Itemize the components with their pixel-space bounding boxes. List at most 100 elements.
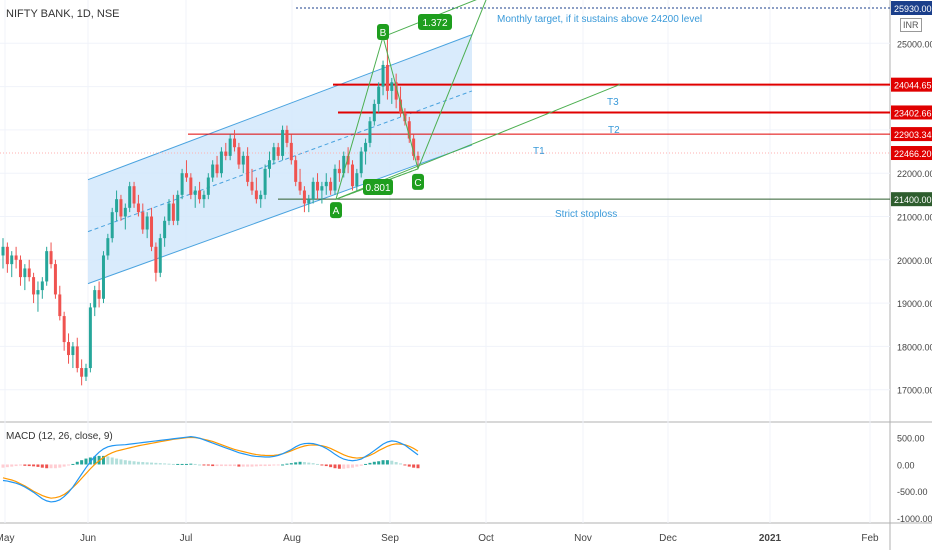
- candle: [32, 272, 36, 304]
- macd-histogram-bar: [67, 464, 71, 466]
- candle: [333, 164, 337, 195]
- candle: [385, 38, 389, 100]
- candle: [355, 168, 359, 191]
- candle: [18, 255, 22, 286]
- candle-body: [18, 259, 22, 278]
- macd-histogram-bar: [307, 462, 311, 465]
- candle-body: [215, 164, 219, 174]
- candle: [377, 82, 381, 113]
- point-b-badge: B: [377, 24, 389, 40]
- candle-body: [211, 164, 215, 178]
- channel: [87, 34, 473, 285]
- candle-body: [23, 268, 27, 278]
- candle: [346, 147, 350, 174]
- macd-histogram-bar: [18, 464, 22, 466]
- candle-body: [93, 290, 97, 308]
- candle-body: [75, 346, 79, 369]
- price-label-bg: [891, 146, 932, 161]
- point-b-badge-text: B: [380, 28, 387, 39]
- candle: [141, 203, 145, 234]
- candle-body: [80, 368, 84, 377]
- macd-histogram-bar: [202, 464, 206, 466]
- candle: [372, 99, 376, 126]
- candle: [71, 342, 75, 369]
- point-c-badge-text: C: [414, 178, 421, 189]
- macd-histogram-bar: [193, 463, 197, 465]
- candle-body: [224, 151, 228, 156]
- candle: [150, 207, 154, 252]
- candle: [23, 264, 27, 291]
- channel-mid: [87, 90, 473, 233]
- macd-histogram-bar: [184, 463, 188, 465]
- candle-body: [106, 238, 110, 256]
- candle-body: [158, 238, 162, 273]
- macd-histogram-bar: [141, 462, 145, 465]
- channel-lower: [87, 144, 473, 285]
- candle-body: [285, 129, 289, 143]
- signal-line: [2, 436, 419, 499]
- macd-histogram-bar: [294, 462, 298, 465]
- candle: [302, 186, 306, 213]
- macd-histogram-bar: [324, 464, 328, 467]
- candle: [381, 60, 385, 96]
- candle-body: [36, 290, 40, 295]
- candle: [250, 168, 254, 195]
- candle-body: [184, 173, 188, 178]
- candle: [407, 116, 411, 143]
- macd-histogram-bar: [145, 462, 149, 465]
- macd-histogram-bar: [163, 463, 167, 465]
- macd-y-tick-label: -500.00: [897, 487, 928, 497]
- macd-histogram-bar: [350, 464, 354, 468]
- chart-title: NIFTY BANK, 1D, NSE: [6, 8, 120, 20]
- candle: [337, 160, 341, 182]
- candle-body: [167, 203, 171, 221]
- ratio-high-badge-text: 1.372: [422, 18, 447, 29]
- candle-body: [350, 164, 354, 187]
- price-label-text: 25930.00: [894, 4, 932, 14]
- candle-body: [10, 255, 14, 265]
- macd-y-tick-label: 500.00: [897, 434, 925, 444]
- candle-body: [377, 86, 381, 104]
- candle: [237, 142, 241, 169]
- candle-body: [206, 177, 210, 195]
- candle-body: [403, 112, 407, 122]
- point-a-badge: A: [330, 202, 342, 219]
- candle: [27, 259, 31, 282]
- candle-body: [267, 160, 271, 169]
- candle-body: [202, 194, 206, 200]
- macd-histogram-bar: [80, 460, 84, 465]
- candle: [246, 147, 250, 187]
- candle-body: [101, 255, 105, 299]
- macd-histogram-bar: [237, 464, 241, 467]
- candle-body: [180, 173, 184, 195]
- currency-badge[interactable]: INR: [900, 18, 922, 32]
- candle-body: [45, 251, 49, 282]
- macd-histogram-bar: [224, 464, 228, 467]
- candle: [84, 363, 88, 382]
- macd-histogram-bar: [346, 464, 350, 469]
- candle-body: [263, 168, 267, 195]
- macd-histogram-bar: [298, 461, 302, 465]
- macd-histogram-bar: [342, 464, 346, 469]
- x-tick-label: Sep: [381, 533, 399, 544]
- candle: [171, 194, 175, 226]
- macd-histogram-bar: [381, 460, 385, 465]
- macd-histogram-bar: [412, 464, 416, 468]
- macd-histogram-bar: [372, 461, 376, 465]
- candle: [193, 186, 197, 208]
- projection-right: [417, 0, 487, 170]
- macd-histogram-bar: [407, 464, 411, 467]
- candle-body: [67, 342, 71, 356]
- candle-body: [372, 103, 376, 122]
- candle-body: [320, 186, 324, 191]
- macd-histogram-bar: [110, 457, 114, 465]
- candle-body: [163, 220, 167, 239]
- price-axis: 25000.0024000.0023000.0022000.0021000.00…: [891, 1, 932, 524]
- candle-body: [302, 190, 306, 204]
- macd-histogram-bar: [106, 456, 110, 465]
- y-tick-label: 25000.00: [897, 39, 932, 49]
- candle: [136, 194, 140, 217]
- candle: [316, 173, 320, 200]
- macd-histogram-bar: [136, 461, 140, 465]
